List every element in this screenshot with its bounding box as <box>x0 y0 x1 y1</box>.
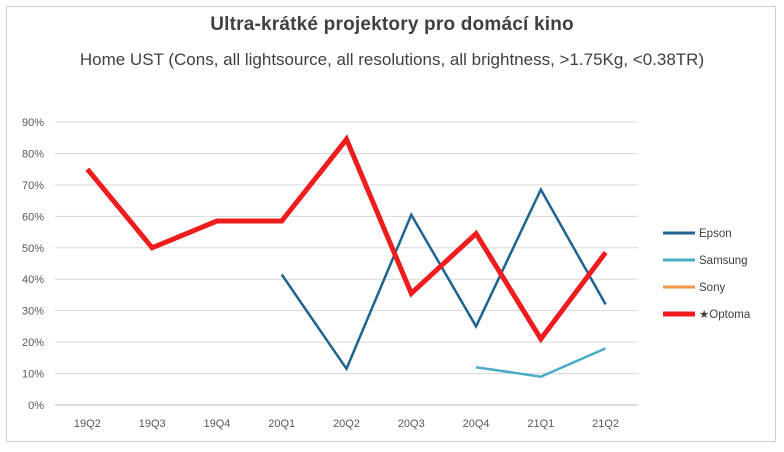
legend-label-optoma: ★Optoma <box>699 309 751 321</box>
x-tick-label: 20Q2 <box>333 418 360 430</box>
x-tick-label: 19Q4 <box>203 418 230 430</box>
y-tick-label: 30% <box>22 306 44 318</box>
legend-label-epson: Epson <box>699 228 732 240</box>
x-tick-label: 20Q1 <box>268 418 295 430</box>
y-tick-label: 80% <box>22 148 44 160</box>
series-line-epson <box>280 186 607 372</box>
series-line-samsung <box>475 347 607 378</box>
x-tick-label: 20Q4 <box>463 418 490 430</box>
legend-label-samsung: Samsung <box>699 255 748 267</box>
chart-subtitle: Home UST (Cons, all lightsource, all res… <box>79 50 705 69</box>
y-tick-label: 70% <box>22 180 44 192</box>
series-line-optoma <box>85 134 608 344</box>
x-tick-label: 20Q3 <box>398 418 425 430</box>
y-tick-label: 0% <box>28 400 44 412</box>
y-tick-label: 10% <box>22 369 44 381</box>
y-tick-label: 50% <box>22 243 44 255</box>
y-tick-label: 40% <box>22 274 44 286</box>
y-tick-label: 90% <box>22 117 44 129</box>
x-tick-label: 21Q2 <box>592 418 619 430</box>
x-tick-label: 19Q3 <box>139 418 166 430</box>
y-tick-label: 60% <box>22 211 44 223</box>
legend-label-sony: Sony <box>699 282 725 294</box>
y-tick-label: 20% <box>22 337 44 349</box>
x-tick-label: 19Q2 <box>74 418 101 430</box>
chart-title: Ultra-krátké projektory pro domácí kino <box>210 14 574 35</box>
x-tick-label: 21Q1 <box>527 418 554 430</box>
